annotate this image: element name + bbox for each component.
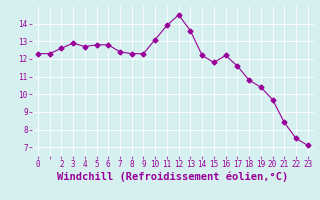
X-axis label: Windchill (Refroidissement éolien,°C): Windchill (Refroidissement éolien,°C) [57,172,288,182]
